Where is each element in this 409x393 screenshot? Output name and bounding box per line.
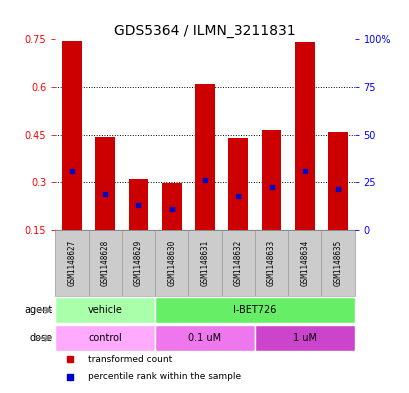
Bar	[162, 183, 181, 230]
Text: I-BET726: I-BET726	[233, 305, 276, 315]
Text: agent: agent	[24, 305, 52, 315]
Bar	[55, 325, 155, 351]
Bar	[155, 325, 254, 351]
Text: GSM1148633: GSM1148633	[266, 240, 275, 286]
Text: 1 uM: 1 uM	[292, 333, 316, 343]
Bar	[254, 325, 354, 351]
Bar	[288, 230, 321, 296]
Text: vehicle: vehicle	[88, 305, 122, 315]
Bar	[228, 138, 247, 230]
Bar	[294, 42, 314, 230]
Bar	[195, 84, 214, 230]
Bar	[128, 179, 148, 230]
Text: GSM1148630: GSM1148630	[167, 240, 176, 286]
Text: GSM1148627: GSM1148627	[67, 240, 76, 286]
Bar	[95, 137, 115, 230]
Bar	[321, 230, 354, 296]
Bar	[254, 230, 288, 296]
Bar	[62, 41, 82, 230]
Text: GSM1148635: GSM1148635	[333, 240, 342, 286]
Bar	[221, 230, 254, 296]
Title: GDS5364 / ILMN_3211831: GDS5364 / ILMN_3211831	[114, 24, 295, 38]
Bar	[55, 298, 155, 323]
Text: GSM1148628: GSM1148628	[101, 240, 110, 286]
Text: GSM1148629: GSM1148629	[134, 240, 143, 286]
Bar	[155, 298, 354, 323]
Text: 0.1 uM: 0.1 uM	[188, 333, 221, 343]
Bar	[155, 230, 188, 296]
Bar	[188, 230, 221, 296]
Text: percentile rank within the sample: percentile rank within the sample	[88, 372, 241, 381]
Text: control: control	[88, 333, 122, 343]
Text: GSM1148632: GSM1148632	[233, 240, 242, 286]
Bar	[121, 230, 155, 296]
Text: dose: dose	[29, 333, 52, 343]
Bar	[88, 230, 121, 296]
Text: transformed count: transformed count	[88, 355, 172, 364]
Bar	[55, 230, 88, 296]
Bar	[327, 132, 347, 230]
Text: GSM1148631: GSM1148631	[200, 240, 209, 286]
Text: GSM1148634: GSM1148634	[299, 240, 308, 286]
Bar	[261, 130, 281, 230]
